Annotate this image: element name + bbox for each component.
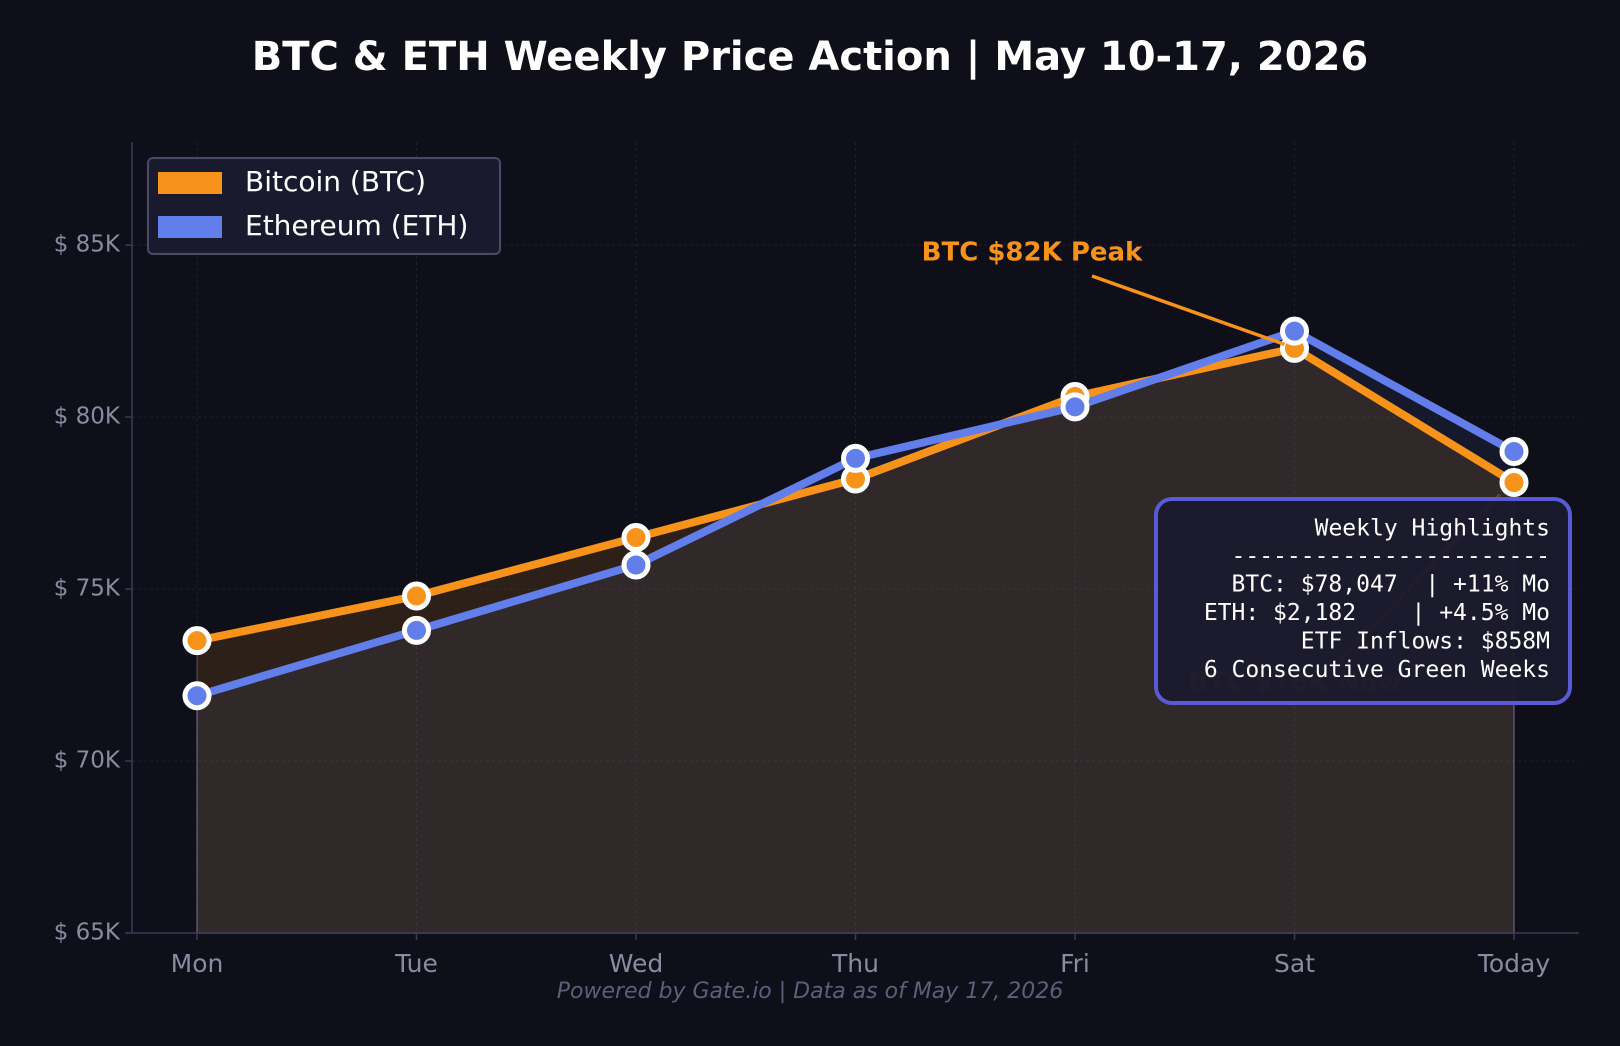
point	[841, 443, 870, 473]
highlights-box	[1154, 497, 1572, 705]
y-tick-label: $ 65K	[54, 920, 121, 946]
legend-swatch	[158, 172, 222, 194]
highlights-line: 6 Consecutive Green Weeks	[1204, 657, 1550, 683]
x-tick-label: Thu	[831, 949, 879, 978]
point	[1499, 467, 1529, 497]
point	[182, 681, 212, 711]
y-tick-label: $ 85K	[54, 232, 121, 258]
highlights-line: ETH: $2,182 | +4.5% Mo	[1204, 600, 1550, 626]
point	[1499, 437, 1529, 467]
y-tick-label: $ 70K	[54, 748, 121, 774]
legend-box	[147, 157, 501, 255]
point	[182, 626, 212, 656]
legend-label: Bitcoin (BTC)	[245, 165, 426, 198]
point	[402, 615, 431, 645]
point	[1280, 316, 1309, 346]
highlights-line: ETF Inflows: $858M	[1301, 629, 1550, 655]
annotation: BTC $82K Peak	[922, 238, 1143, 268]
chart-title: BTC & ETH Weekly Price Action | May 10-1…	[252, 34, 1369, 81]
point	[1060, 392, 1090, 422]
footer: Powered by Gate.io | Data as of May 17, …	[557, 979, 1064, 1004]
x-tick-label: Mon	[171, 949, 224, 978]
point	[621, 550, 651, 580]
x-tick-label: Tue	[394, 949, 438, 978]
highlights-title: Weekly Highlights	[1315, 516, 1550, 542]
annotation-arrow	[1091, 274, 1286, 346]
y-tick-label: $ 80K	[54, 404, 121, 430]
point	[402, 581, 431, 611]
legend-label: Ethereum (ETH)	[245, 209, 468, 242]
point	[621, 523, 651, 552]
y-tick-label: $ 75K	[54, 576, 121, 602]
legend-swatch	[158, 216, 222, 238]
x-tick-label: Wed	[609, 949, 664, 978]
x-tick-label: Fri	[1060, 949, 1090, 978]
x-tick-label: Sat	[1274, 949, 1315, 978]
highlights-line: BTC: $78,047 | +11% Mo	[1232, 572, 1551, 598]
x-tick-label: Today	[1477, 949, 1551, 978]
highlights-separator: -----------------------	[1232, 544, 1551, 570]
